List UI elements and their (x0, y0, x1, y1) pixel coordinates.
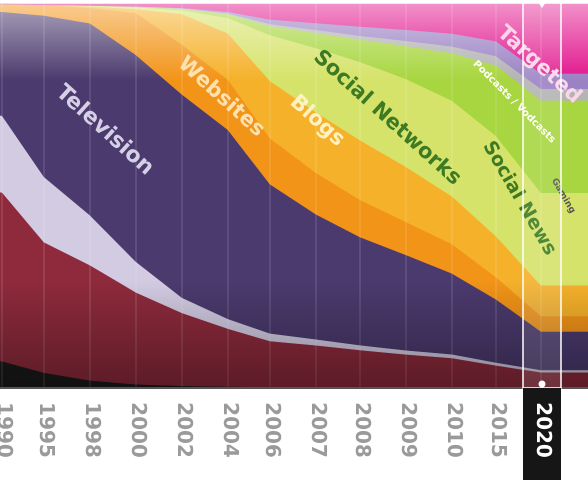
tick-label-1995: 1995 (35, 402, 59, 458)
tick-label-2020: 2020 (532, 402, 556, 458)
slider-marker-icon (538, 380, 546, 388)
slider-top-arrow-icon (538, 2, 546, 8)
top-highlight (0, 0, 588, 80)
tick-label-1998: 1998 (81, 402, 105, 458)
slider-handle[interactable] (523, 388, 561, 480)
tick-label-2007: 2007 (307, 402, 331, 458)
tick-label-2008: 2008 (351, 402, 375, 458)
current-year-slider[interactable]: 2020 (522, 0, 562, 480)
tick-label-2009: 2009 (397, 402, 421, 458)
slider-window (522, 0, 562, 389)
x-axis-ticks: 1990 1995 1998 2000 2002 2004 2006 2007 2008 2009… (0, 402, 511, 458)
tick-label-2006: 2006 (261, 402, 285, 458)
tick-label-2015: 2015 (487, 402, 511, 458)
tick-label-2002: 2002 (173, 402, 197, 458)
tick-label-2004: 2004 (219, 402, 243, 458)
tick-label-1990: 1990 (0, 402, 17, 458)
axis-band (0, 388, 588, 480)
tick-label-2000: 2000 (127, 402, 151, 458)
bottom-shade (0, 280, 588, 388)
tick-label-2010: 2010 (443, 402, 467, 458)
